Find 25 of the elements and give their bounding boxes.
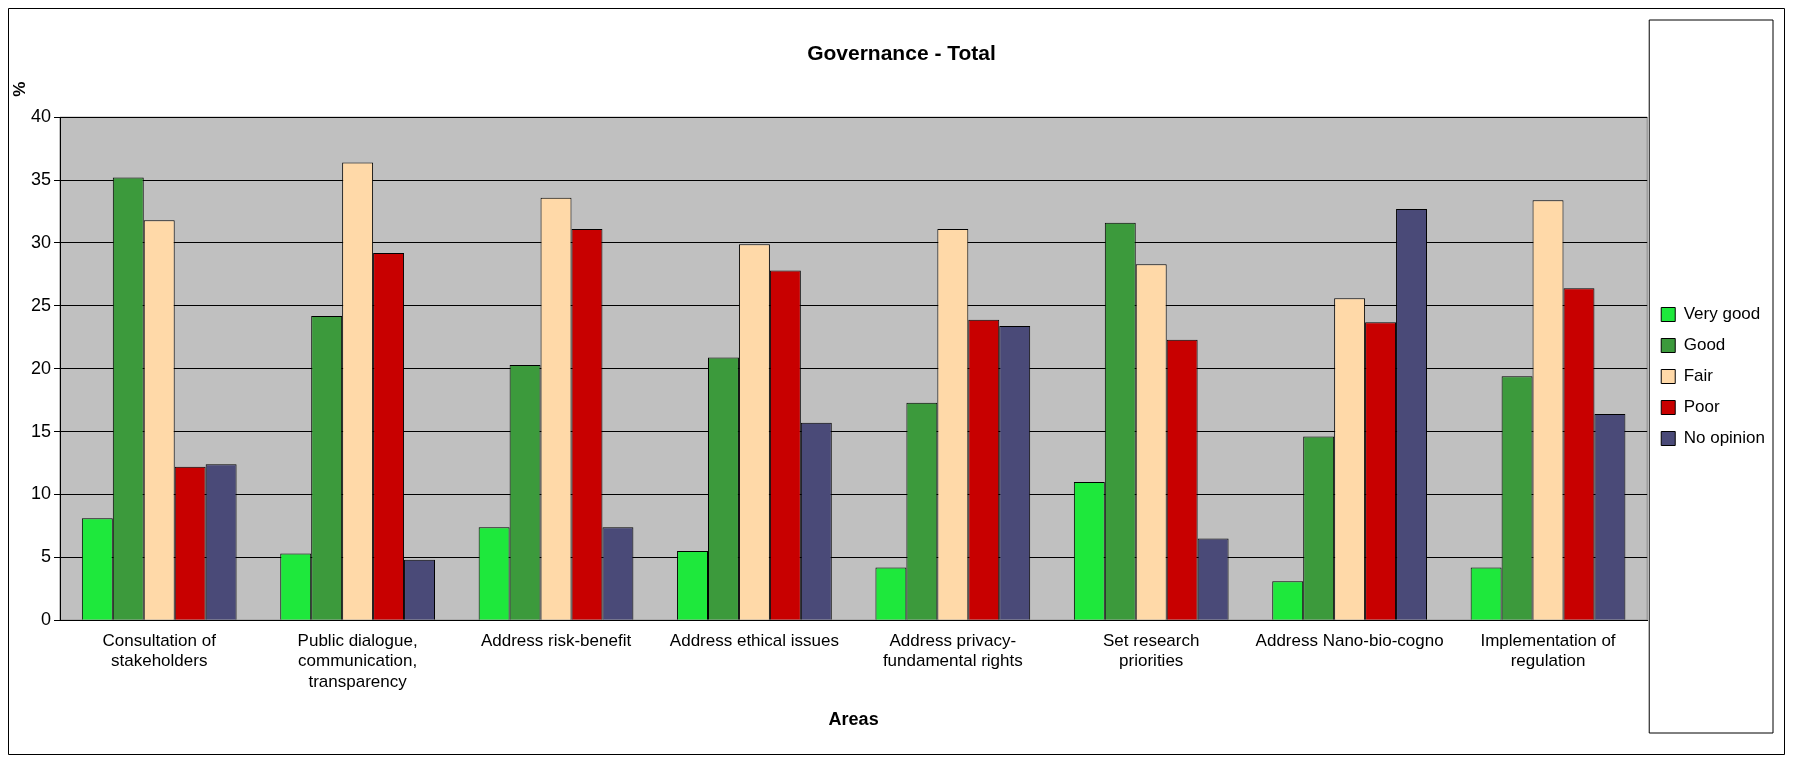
y-tick-label: 5 [41,546,52,567]
y-tick-label: 15 [30,420,52,441]
legend-label: No opinion [1683,428,1765,448]
x-tick-label: Public dialogue, communication, transparency [297,631,418,691]
legend-label: Fair [1683,366,1714,386]
x-tick-label: Address privacy-fundamental rights [882,631,1023,671]
y-tick-label: 10 [30,483,52,504]
x-tick-label: Consultation of stakeholders [102,631,217,671]
y-tick-label: 20 [30,357,52,378]
y-tick-label: 0 [41,609,52,630]
x-tick-label: Address Nano-bio-cogno [1255,631,1444,651]
chart-title: Governance - Total [807,41,996,65]
x-axis-title: Areas [828,709,879,730]
y-tick-label: 40 [30,106,52,127]
y-tick-label: 30 [30,231,52,252]
x-tick-label: Implementation of regulation [1480,631,1616,671]
legend-label: Good [1683,335,1726,355]
y-axis-title: % [9,81,29,97]
x-tick-label: Address ethical issues [669,631,839,651]
legend-label: Very good [1683,304,1761,324]
legend-label: Poor [1683,397,1720,417]
y-tick-label: 25 [30,294,52,315]
x-tick-label: Set research priorities [1103,631,1200,671]
y-tick-label: 35 [30,169,52,190]
x-tick-label: Address risk-benefit [480,631,632,651]
